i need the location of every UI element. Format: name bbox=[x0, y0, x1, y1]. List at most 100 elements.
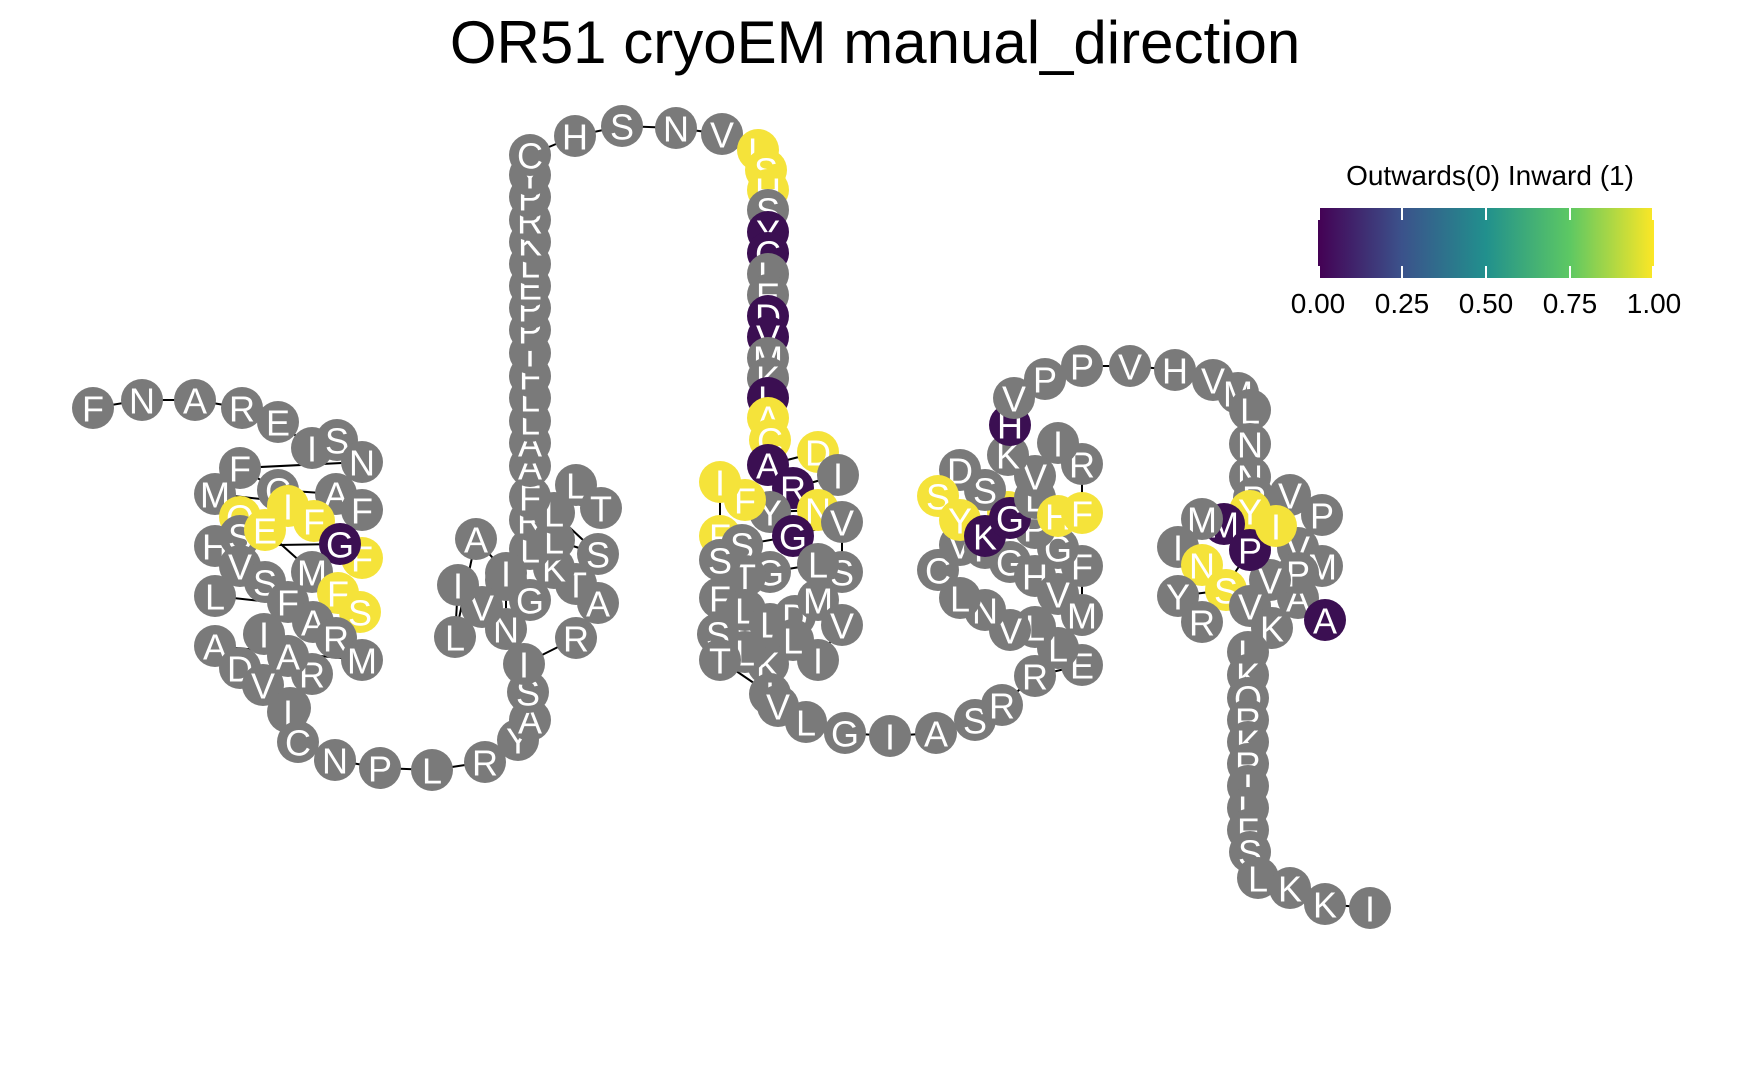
residue-node: L bbox=[785, 701, 827, 744]
residue-circle bbox=[277, 721, 319, 763]
residue-label: L bbox=[796, 703, 816, 744]
residue-circle bbox=[1349, 887, 1391, 929]
residue-node: A bbox=[455, 518, 497, 561]
colorbar-legend: Outwards(0) Inward (1) 0.00 0.25 0.50 0.… bbox=[1290, 160, 1690, 319]
residue-label: L bbox=[1048, 629, 1068, 670]
residue-node: V bbox=[993, 377, 1035, 420]
residue-node: C bbox=[277, 721, 319, 764]
residue-label: F bbox=[303, 502, 325, 543]
residue-label: L bbox=[205, 577, 225, 618]
residue-label: I bbox=[307, 429, 317, 470]
residue-node: K bbox=[1269, 867, 1311, 910]
residue-node: F bbox=[219, 447, 261, 490]
residue-node: F bbox=[724, 479, 766, 522]
residue-circle bbox=[797, 543, 839, 585]
residue-circle bbox=[580, 487, 622, 529]
residue-circle bbox=[701, 113, 743, 155]
residue-label: F bbox=[519, 478, 541, 519]
residue-circle bbox=[194, 575, 236, 617]
colorbar bbox=[1318, 208, 1654, 278]
residue-node: T bbox=[580, 487, 622, 530]
residue-node: V bbox=[821, 501, 863, 544]
residue-circle bbox=[244, 509, 286, 551]
residue-label: F bbox=[277, 583, 299, 624]
residue-circle bbox=[817, 454, 859, 496]
residue-circle bbox=[509, 579, 551, 621]
residue-circle bbox=[1024, 358, 1066, 400]
residue-label: I bbox=[833, 456, 843, 497]
residue-label: V bbox=[710, 115, 734, 156]
residue-circle bbox=[1109, 345, 1151, 387]
residue-node: F bbox=[72, 387, 114, 430]
residue-label: S bbox=[586, 535, 610, 576]
residue-node: I bbox=[503, 643, 545, 686]
residue-label: E bbox=[266, 403, 290, 444]
residue-node: V bbox=[1249, 559, 1291, 602]
residue-circle bbox=[341, 441, 383, 483]
residue-label: A bbox=[924, 714, 948, 755]
residue-node: I bbox=[1037, 422, 1079, 465]
residue-circle bbox=[341, 489, 383, 531]
residue-node: F bbox=[341, 489, 383, 532]
residue-label: C bbox=[285, 723, 311, 764]
residue-circle bbox=[1061, 345, 1103, 387]
residue-node: A bbox=[915, 712, 957, 755]
residue-circle bbox=[314, 739, 356, 781]
residue-node: I bbox=[699, 461, 741, 504]
residue-label: N bbox=[129, 381, 155, 422]
residue-node: S bbox=[699, 539, 741, 582]
colorbar-tick bbox=[1318, 208, 1320, 220]
residue-circle bbox=[824, 712, 866, 754]
residue-circle bbox=[1061, 492, 1103, 534]
residue-node: S bbox=[601, 105, 643, 148]
chart-title: OR51 cryoEM manual_direction bbox=[449, 9, 1301, 76]
residue-label: P bbox=[1310, 496, 1334, 537]
residue-label: F bbox=[734, 481, 756, 522]
residue-label: I bbox=[715, 463, 725, 504]
residue-label: I bbox=[283, 487, 293, 528]
residue-label: I bbox=[885, 717, 895, 758]
residue-node: L bbox=[1237, 857, 1279, 900]
residue-node: I bbox=[869, 715, 911, 758]
residue-circle bbox=[699, 461, 741, 503]
residue-circle bbox=[1154, 349, 1196, 391]
tick-label-3: 0.75 bbox=[1542, 288, 1598, 319]
residue-circle bbox=[464, 741, 506, 783]
residue-circle bbox=[1229, 389, 1271, 431]
residue-node: P bbox=[1024, 358, 1066, 401]
residue-node: P bbox=[1061, 345, 1103, 388]
residue-label: T bbox=[590, 489, 612, 530]
residue-label: N bbox=[663, 109, 689, 150]
residue-circle bbox=[655, 107, 697, 149]
residue-node: M bbox=[1061, 594, 1103, 637]
colorbar-tick bbox=[1569, 208, 1571, 220]
residue-label: N bbox=[349, 443, 375, 484]
residue-label: R bbox=[472, 743, 498, 784]
residue-label: C bbox=[517, 136, 543, 177]
residue-circle bbox=[821, 604, 863, 646]
residue-circle bbox=[359, 747, 401, 789]
residue-label: M bbox=[1067, 596, 1097, 637]
residue-node: F bbox=[1061, 492, 1103, 535]
residue-circle bbox=[869, 715, 911, 757]
residue-circle bbox=[1181, 498, 1223, 540]
colorbar-tick bbox=[1485, 208, 1487, 220]
residue-label: L bbox=[566, 466, 586, 507]
residue-label: S bbox=[610, 107, 634, 148]
residue-node: N bbox=[314, 739, 356, 782]
residue-circle bbox=[174, 379, 216, 421]
residue-node: I bbox=[485, 552, 527, 595]
residue-label: N bbox=[322, 741, 348, 782]
residue-node: P bbox=[1301, 494, 1343, 537]
residue-node: V bbox=[1109, 345, 1151, 388]
residue-node: S bbox=[577, 533, 619, 576]
residue-label: R bbox=[989, 686, 1015, 727]
residue-label: F bbox=[229, 449, 251, 490]
residue-node: V bbox=[989, 609, 1031, 652]
residue-label: L bbox=[445, 618, 465, 659]
residue-node: I bbox=[1349, 887, 1391, 930]
residue-node: A bbox=[174, 379, 216, 422]
residue-circle bbox=[699, 639, 741, 681]
residue-label: I bbox=[519, 645, 529, 686]
residue-label: P bbox=[1033, 360, 1057, 401]
